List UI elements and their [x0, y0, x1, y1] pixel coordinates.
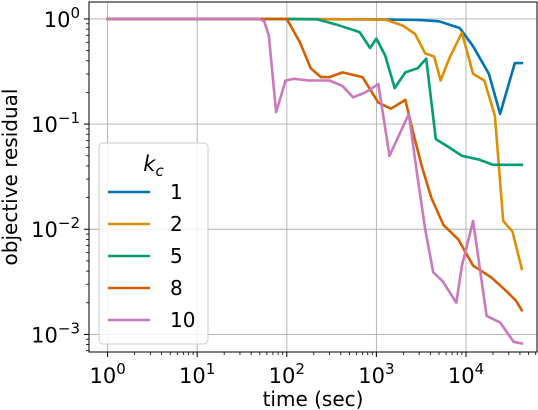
series-line-kc-10 [106, 17, 524, 346]
y-tick-label: 10−1 [31, 109, 80, 137]
series-line-kc-8 [106, 17, 524, 312]
plot-lines [106, 17, 524, 346]
legend-label-kc-10: 10 [170, 308, 195, 332]
legend-label-kc-5: 5 [170, 244, 183, 268]
legend-label-kc-8: 8 [170, 276, 183, 300]
y-tick-label: 100 [44, 4, 80, 32]
y-axis-label: objective residual [0, 89, 22, 266]
series-line-kc-5 [106, 17, 524, 167]
axes-frame [88, 1, 538, 353]
legend-title: kc [143, 152, 164, 180]
x-tick-label: 102 [269, 360, 305, 388]
legend-label-kc-1: 1 [170, 180, 183, 204]
x-axis-label: time (sec) [263, 387, 364, 410]
ticks [84, 18, 537, 357]
y-tick-label: 10−3 [31, 319, 80, 347]
legend-title-base: k [143, 152, 156, 176]
x-tick-label: 104 [448, 360, 484, 388]
y-tick-label: 10−2 [31, 214, 80, 242]
legend: kc1 2 5 8 10 [98, 142, 209, 345]
x-tick-label: 103 [358, 360, 394, 388]
x-tick-label: 100 [89, 360, 125, 388]
series-line-kc-2 [106, 17, 524, 271]
legend-label-kc-2: 2 [170, 212, 183, 236]
legend-title-sub: c [155, 162, 164, 180]
x-tick-label: 101 [179, 360, 215, 388]
